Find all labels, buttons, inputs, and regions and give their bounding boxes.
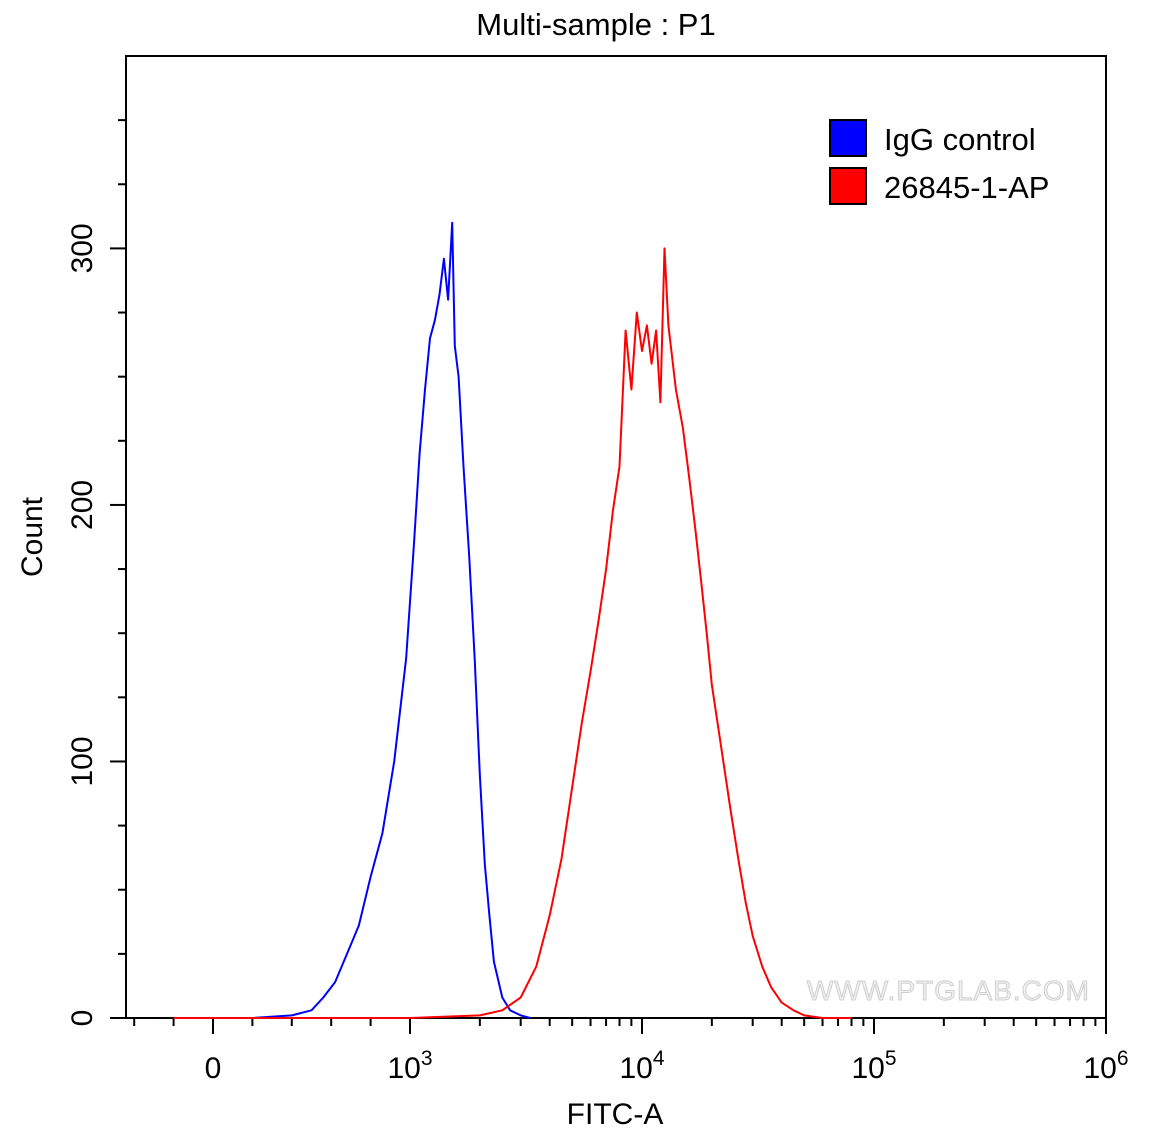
series-line-0 [173, 221, 531, 1019]
series-line-1 [173, 247, 852, 1019]
y-tick-label: 0 [66, 1010, 99, 1027]
x-tick-label: 106 [1083, 1047, 1128, 1085]
y-tick-label: 200 [66, 480, 99, 530]
x-tick-label: 0 [205, 1052, 222, 1085]
legend: IgG control 26845-1-AP [829, 119, 1049, 205]
y-axis-label: Count [16, 496, 49, 577]
legend-swatch [829, 167, 867, 205]
x-axis-label: FITC-A [567, 1098, 664, 1131]
series-layer [173, 221, 852, 1019]
y-tick-label: 100 [66, 736, 99, 786]
x-axis: 0 103 104 105 106 [133, 1018, 1129, 1085]
y-tick-label: 300 [66, 223, 99, 273]
legend-label: IgG control [884, 122, 1036, 157]
legend-swatch [829, 119, 867, 157]
y-axis: 0 100 200 300 [66, 119, 126, 1027]
x-tick-label: 105 [851, 1047, 896, 1085]
chart-title: Multi-sample : P1 [476, 7, 715, 42]
watermark: WWW.PTGLAB.COM [807, 975, 1090, 1006]
x-tick-label: 103 [387, 1047, 432, 1085]
legend-label: 26845-1-AP [884, 170, 1049, 205]
plot-area [125, 55, 1107, 1019]
x-tick-label: 104 [619, 1047, 664, 1085]
